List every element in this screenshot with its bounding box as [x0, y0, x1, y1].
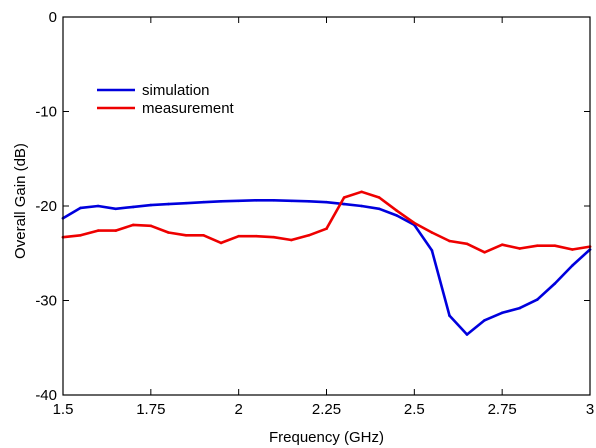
simulation-point — [114, 207, 117, 211]
simulation-point — [219, 200, 223, 203]
simulation-point — [518, 306, 521, 310]
y-tick-label: -30 — [35, 293, 57, 310]
measurement-point — [254, 234, 258, 238]
simulation-point — [237, 199, 240, 203]
measurement-point — [290, 238, 293, 242]
simulation-point — [307, 200, 311, 203]
measurement-point — [325, 227, 328, 230]
simulation-point — [325, 200, 328, 204]
simulation-point — [448, 314, 451, 317]
measurement-point — [96, 229, 100, 232]
measurement-point — [518, 247, 521, 250]
ticks-layer: 1.5 1.75 2 2.25 2.5 2.75 3 -40 -30 -20 -10 0 — [35, 9, 594, 418]
measurement-point — [448, 239, 451, 243]
measurement-point — [500, 243, 504, 246]
x-tick-label: 1.75 — [136, 401, 165, 418]
simulation-point — [202, 200, 205, 204]
measurement-point — [465, 242, 469, 246]
measurement-point — [307, 234, 311, 237]
x-axis-label: Frequency (GHz) — [269, 429, 384, 446]
simulation-point — [96, 204, 100, 208]
legend-label-simulation: simulation — [142, 82, 210, 99]
simulation-point — [395, 214, 399, 217]
measurement-point — [430, 231, 434, 234]
measurement-point — [395, 209, 399, 212]
measurement-point — [360, 190, 363, 194]
simulation-point — [465, 333, 469, 336]
y-tick-label: 0 — [49, 9, 57, 26]
simulation-point — [149, 203, 153, 207]
simulation-point — [167, 202, 170, 206]
series-layer — [61, 190, 592, 336]
legend-label-measurement: measurement — [142, 100, 235, 117]
simulation-point — [571, 264, 574, 267]
simulation-point — [553, 282, 557, 285]
measurement-point — [571, 248, 574, 251]
measurement-point — [413, 221, 416, 225]
x-tick-label: 2.25 — [312, 401, 341, 418]
simulation-point — [254, 199, 258, 202]
measurement-point — [202, 234, 205, 237]
simulation-point — [536, 298, 539, 301]
simulation-point — [132, 205, 135, 209]
x-tick-label: 3 — [586, 401, 594, 418]
measurement-point — [167, 231, 170, 234]
x-tick-label: 2 — [234, 401, 242, 418]
simulation-point — [290, 199, 293, 203]
y-tick-label: -40 — [35, 387, 57, 404]
measurement-point — [79, 234, 82, 237]
x-tick-label: 2.75 — [488, 401, 517, 418]
measurement-point — [219, 241, 223, 245]
measurement-point — [132, 223, 135, 227]
y-tick-label: -10 — [35, 104, 57, 121]
x-tick-label: 1.5 — [53, 401, 74, 418]
measurement-point — [149, 224, 153, 228]
y-axis-label: Overall Gain (dB) — [12, 143, 29, 259]
measurement-point — [237, 234, 240, 238]
simulation-point — [430, 249, 434, 252]
measurement-point — [184, 234, 188, 237]
simulation-point — [184, 201, 188, 205]
measurement-point — [114, 229, 117, 232]
measurement-point — [483, 251, 486, 254]
measurement-point — [536, 244, 539, 247]
y-tick-label: -20 — [35, 198, 57, 215]
simulation-point — [377, 207, 381, 211]
simulation-point — [360, 204, 363, 208]
simulation-point — [500, 311, 504, 315]
simulation-point — [342, 202, 346, 206]
x-tick-label: 2.5 — [404, 401, 425, 418]
simulation-point — [272, 199, 276, 202]
measurement-point — [272, 235, 276, 239]
measurement-point — [342, 196, 346, 199]
simulation-point — [483, 319, 486, 322]
measurement-point — [553, 244, 557, 247]
measurement-point — [377, 196, 381, 199]
simulation-point — [79, 206, 82, 210]
